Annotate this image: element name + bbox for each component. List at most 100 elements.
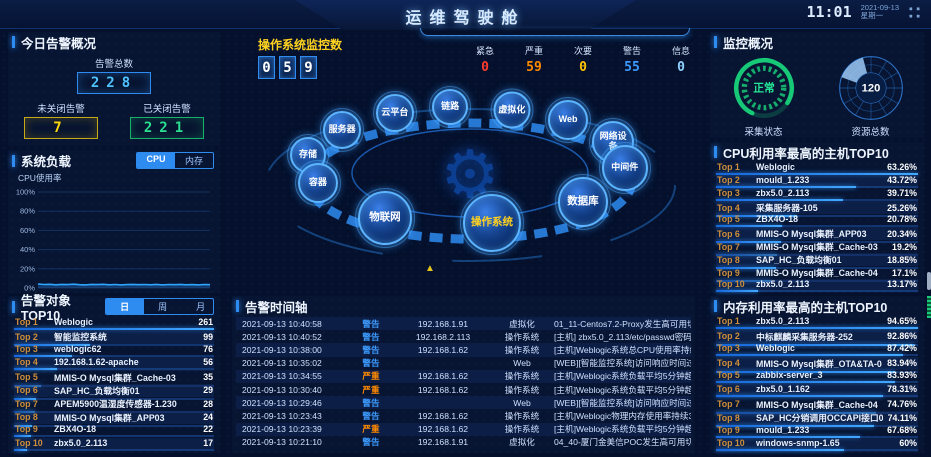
fullscreen-icon[interactable] [908,6,921,19]
value-label: 35 [203,372,213,383]
list-item[interactable]: Top 8 MMIS-O Mysql集群_APP03 24 [14,410,214,427]
ring-node[interactable]: 操作系统 [460,190,525,255]
list-item[interactable]: Top 3 weblogic62 76 [14,344,214,357]
list-item[interactable]: Top 1 zbx5.0_2.113 94.65% [716,316,918,330]
triangle-indicator[interactable]: ▲ [425,263,435,274]
rank-label: Top 2 [717,175,740,185]
list-item[interactable]: Top 8 SAP_HC_负载均衡01 18.85% [716,253,918,269]
list-item[interactable]: Top 7 MMIS-O Mysql集群_Cache-04 74.76% [716,398,918,414]
table-row[interactable]: 2021-09-13 10:34:55 严重 192.168.1.62 操作系统 [主机… [236,369,691,383]
list-item[interactable]: Top 6 SAP_HC_负载均衡01 29 [14,383,214,400]
table-row[interactable]: 2021-09-13 10:29:46 警告 Web [WEB][智能监控系统]访问响… [236,396,691,410]
progress-bar [716,267,777,269]
list-item[interactable]: Top 9 ZBX4O-18 22 [14,424,214,438]
list-item[interactable]: Top 9 MMIS-O Mysql集群_Cache-04 17.1% [716,266,918,282]
ip-address: 192.168.1.62 [417,424,469,435]
closed-alarms-value: 221 [130,117,204,139]
severity-badge: 警告 [362,358,380,369]
y-tick: 80% [20,207,35,216]
panel-cpu-top10: CPU利用率最高的主机TOP10 Top 1 Weblogic 63.26% Top … [710,142,924,293]
timestamp: 2021-09-13 10:23:43 [242,410,322,421]
ring-node[interactable]: 数据库 [554,174,611,231]
ring-node[interactable]: 物联网 [354,188,415,249]
table-row[interactable]: 2021-09-13 10:38:00 警告 192.168.1.62 操作系统 [主机… [236,343,691,357]
table-row[interactable]: 2021-09-13 10:23:43 警告 192.168.1.62 操作系统 [主机… [236,409,691,422]
list-item[interactable]: Top 1 Weblogic 261 [14,317,214,330]
alarm-type: 操作系统 [504,331,540,342]
list-item[interactable]: Top 10 windows-snmp-1.65 60% [716,438,918,452]
list-item[interactable]: Top 2 中标麒麟采集服务器-252 92.86% [716,329,918,346]
ring-node[interactable]: Web [545,97,592,144]
progress-bar [716,394,884,397]
progress-bar [716,173,918,175]
digit-box: 5 [279,56,296,79]
severity-stat: 严重 59 [521,44,547,75]
scrollbar-thumb[interactable] [927,272,931,290]
list-item[interactable]: Top 6 zbx5.0_1.162 78.31% [716,383,918,398]
header-right: 11:01 2021-09-13 星期一 [806,3,921,21]
host-name: MMIS-O Mysql集群_APP03 [756,229,867,239]
list-item[interactable]: Top 8 SAP_HC分销调用OCCAPI接口04 74.11% [716,411,918,428]
progress-bar [14,344,90,347]
progress-bar [716,254,778,256]
table-row[interactable]: 2021-09-13 10:40:58 警告 192.168.1.91 虚拟化 01_1… [236,317,691,331]
severity-value: 0 [677,60,685,75]
list-item[interactable]: Top 10 zbx5.0_2.113 17 [14,437,214,451]
list-item[interactable]: Top 10 zbx5.0_2.113 13.17% [716,279,918,292]
period-tab[interactable]: 月 [196,302,206,312]
memory-top10-list: Top 1 zbx5.0_2.113 94.65% Top 2 中标麒麟采集服务器-25… [710,314,924,452]
load-tab[interactable]: CPU [137,153,175,168]
load-tab[interactable]: 内存 [184,156,203,166]
list-item[interactable]: Top 1 Weblogic 63.26% [716,162,918,175]
value-label: 25.26% [887,202,917,213]
scrollbar-thumb[interactable] [927,296,931,318]
table-row[interactable]: 2021-09-13 10:21:10 警告 192.168.1.91 虚拟化 04_4… [236,436,691,449]
list-item[interactable]: Top 4 MMIS-O Mysql集群_OTA&TA-04 83.94% [716,356,918,373]
list-item[interactable]: Top 6 MMIS-O Mysql集群_APP03 20.34% [716,227,918,243]
host-name: ZBX4O-18 [756,214,799,224]
list-item[interactable]: Top 3 zbx5.0_2.113 39.71% [716,188,918,201]
resource-total-label: 资源总数 [851,127,890,138]
ring-node[interactable]: 链路 [429,85,472,128]
table-row[interactable]: 2021-09-13 10:23:39 严重 192.168.1.62 操作系统 [主机… [236,422,691,436]
list-item[interactable]: Top 4 采集服务器-105 25.26% [716,201,918,217]
list-item[interactable]: Top 2 mould_1.233 43.72% [716,175,918,188]
progress-bar [716,370,896,373]
progress-track [14,344,214,347]
timestamp: 2021-09-13 10:30:40 [242,384,322,395]
table-row[interactable]: 2021-09-13 10:35:02 警告 Web [WEB][智能监控系统]访问响… [236,357,691,370]
ring-node[interactable]: 云平台 [372,91,417,136]
ring-node[interactable]: 虚拟化 [490,88,534,132]
panel-title: 系统负载 [12,153,71,169]
ring-node[interactable]: 容器 [294,159,341,206]
list-item[interactable]: Top 7 APEM5900温湿度传感器-1.230 28 [14,397,214,414]
progress-track [14,435,214,438]
period-tab[interactable]: 日 [105,299,144,314]
list-item[interactable]: Top 5 ZBX4O-18 20.78% [716,214,918,227]
rank-label: Top 4 [15,357,38,368]
progress-track [14,411,214,414]
ring-node[interactable]: 中间件 [598,142,651,195]
list-item[interactable]: Top 4 192.168.1.62-apache 56 [14,357,214,371]
list-item[interactable]: Top 2 智能监控系统 99 [14,330,214,347]
table-row[interactable]: 2021-09-13 10:30:40 严重 192.168.1.62 操作系统 [主机… [236,383,691,396]
header-decoration [295,0,636,30]
list-item[interactable]: Top 9 mould_1.233 67.68% [716,425,918,439]
period-tab[interactable]: 周 [158,302,168,312]
progress-track [716,241,918,243]
host-name: MMIS-O Mysql集群_Cache-04 [756,399,878,410]
cpu-usage-line [37,283,211,286]
severity-badge: 严重 [362,424,380,435]
rank-label: Top 6 [717,228,740,239]
list-item[interactable]: Top 5 zabbix-server_3 83.93% [716,370,918,384]
host-name: SAP_HC分销调用OCCAPI接口04 [756,413,883,424]
panel-title: CPU利用率最高的主机TOP10 [714,144,889,161]
host-name: zabbix-server_3 [756,370,823,381]
list-item[interactable]: Top 7 MMIS-O Mysql集群_Cache-03 19.2% [716,240,918,256]
ring-node[interactable]: 服务器 [320,108,365,153]
host-name: MMIS-O Mysql集群_Cache-03 [54,372,176,383]
table-row[interactable]: 2021-09-13 10:40:52 警告 192.168.2.113 操作系统 [主… [236,330,691,343]
list-item[interactable]: Top 3 Weblogic 87.42% [716,343,918,357]
list-item[interactable]: Top 5 MMIS-O Mysql集群_Cache-03 35 [14,371,214,387]
severity-badge: 警告 [362,331,380,342]
